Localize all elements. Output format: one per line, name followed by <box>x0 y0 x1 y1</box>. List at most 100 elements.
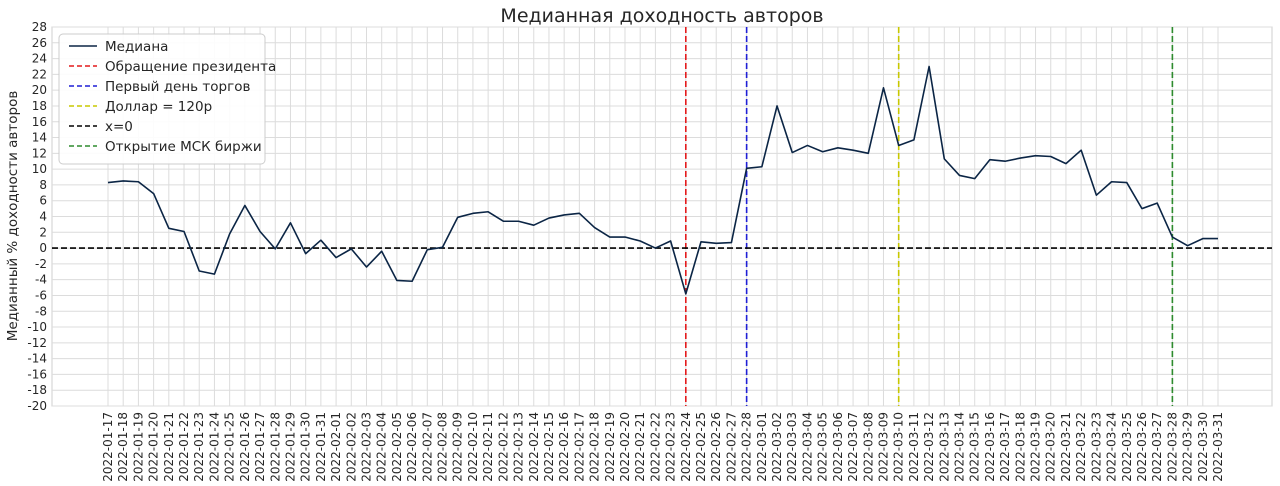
y-tick-label: 28 <box>32 20 47 34</box>
legend-box <box>58 33 266 165</box>
y-tick-label: -14 <box>27 352 47 366</box>
y-tick-label: -8 <box>35 304 47 318</box>
x-tick-label: 2022-02-24 <box>679 412 693 482</box>
x-tick-label: 2022-02-18 <box>588 412 602 482</box>
x-tick-label: 2022-01-19 <box>131 412 145 482</box>
y-tick-label: 6 <box>39 194 47 208</box>
x-tick-label: 2022-01-24 <box>207 412 221 482</box>
y-tick-label: -12 <box>27 336 47 350</box>
x-tick-label: 2022-03-04 <box>800 412 814 482</box>
series-layer <box>107 65 1218 295</box>
x-tick-label: 2022-02-10 <box>466 412 480 482</box>
y-tick-label: 14 <box>32 131 47 145</box>
x-tick-label: 2022-02-16 <box>557 412 571 482</box>
x-tick-label: 2022-03-07 <box>846 412 860 482</box>
x-tick-label: 2022-02-28 <box>740 412 754 482</box>
x-tick-label: 2022-03-22 <box>1074 412 1088 482</box>
y-tick-label: -6 <box>35 288 47 302</box>
x-tick-label: 2022-03-28 <box>1165 412 1179 482</box>
x-tick-label: 2022-02-11 <box>481 412 495 482</box>
x-tick-label: 2022-03-30 <box>1196 412 1210 482</box>
x-tick-label: 2022-01-30 <box>299 412 313 482</box>
x-tick-label: 2022-02-27 <box>724 412 738 482</box>
legend-label: Первый день торгов <box>105 79 250 95</box>
y-tick-label: -10 <box>27 320 47 334</box>
x-tick-labels: 2022-01-17 2022-01-18 2022-01-19 2022-01-20… <box>101 412 1225 482</box>
y-axis-label: Медианный % доходности авторов <box>5 91 21 342</box>
x-tick-label: 2022-01-26 <box>238 412 252 482</box>
x-tick-label: 2022-03-10 <box>892 412 906 482</box>
series-line <box>107 65 1218 295</box>
x-tick-label: 2022-02-19 <box>603 412 617 482</box>
legend-label: Открытие МСК биржи <box>105 139 262 155</box>
legend-label: Доллар = 120р <box>105 99 212 115</box>
x-tick-label: 2022-02-21 <box>633 412 647 482</box>
reference-lines <box>52 27 1272 406</box>
x-tick-label: 2022-02-07 <box>420 412 434 482</box>
x-tick-label: 2022-01-21 <box>162 412 176 482</box>
legend-label: Обращение президента <box>105 59 276 75</box>
y-tick-label: -16 <box>27 367 47 381</box>
x-tick-label: 2022-02-14 <box>527 412 541 482</box>
x-tick-label: 2022-03-24 <box>1105 412 1119 482</box>
x-tick-label: 2022-03-31 <box>1211 412 1225 482</box>
y-tick-label: -2 <box>35 257 47 271</box>
x-tick-label: 2022-02-17 <box>572 412 586 482</box>
x-tick-label: 2022-03-25 <box>1120 412 1134 482</box>
x-tick-label: 2022-02-08 <box>436 412 450 482</box>
x-tick-label: 2022-03-13 <box>937 412 951 482</box>
y-tick-label: 24 <box>32 52 47 66</box>
x-tick-label: 2022-02-03 <box>359 412 373 482</box>
x-tick-label: 2022-03-01 <box>755 412 769 482</box>
x-tick-label: 2022-03-06 <box>831 412 845 482</box>
y-tick-label: 26 <box>32 36 47 50</box>
x-tick-label: 2022-02-26 <box>709 412 723 482</box>
legend-label: Медиана <box>105 39 168 55</box>
y-tick-label: 10 <box>32 162 47 176</box>
x-tick-label: 2022-01-25 <box>223 412 237 482</box>
x-tick-label: 2022-03-12 <box>922 412 936 482</box>
y-tick-label: -4 <box>35 273 47 287</box>
x-tick-label: 2022-03-27 <box>1150 412 1164 482</box>
y-tick-label: 12 <box>32 146 47 160</box>
legend-label: x=0 <box>105 119 133 135</box>
x-tick-label: 2022-02-09 <box>451 412 465 482</box>
x-tick-label: 2022-03-16 <box>983 412 997 482</box>
y-tick-labels: 2826242220181614121086420-2-4-6-8-10-12-… <box>27 20 47 413</box>
x-tick-label: 2022-01-20 <box>147 412 161 482</box>
x-tick-label: 2022-03-26 <box>1135 412 1149 482</box>
x-tick-label: 2022-01-27 <box>253 412 267 482</box>
x-tick-label: 2022-03-15 <box>968 412 982 482</box>
x-tick-label: 2022-03-20 <box>1044 412 1058 482</box>
x-tick-label: 2022-03-05 <box>816 412 830 482</box>
x-tick-label: 2022-02-22 <box>648 412 662 482</box>
x-tick-label: 2022-03-21 <box>1059 412 1073 482</box>
x-tick-label: 2022-02-23 <box>664 412 678 482</box>
x-tick-label: 2022-02-25 <box>694 412 708 482</box>
y-tick-label: 22 <box>32 67 47 81</box>
x-tick-label: 2022-03-18 <box>1013 412 1027 482</box>
y-tick-label: 16 <box>32 115 47 129</box>
x-tick-label: 2022-03-08 <box>861 412 875 482</box>
x-tick-label: 2022-02-13 <box>512 412 526 482</box>
x-tick-label: 2022-01-31 <box>314 412 328 482</box>
y-tick-label: 20 <box>32 83 47 97</box>
x-tick-label: 2022-03-03 <box>785 412 799 482</box>
y-tick-label: 0 <box>39 241 47 255</box>
y-tick-label: -20 <box>27 399 47 413</box>
y-tick-label: 8 <box>39 178 47 192</box>
x-tick-label: 2022-01-17 <box>101 412 115 482</box>
y-tick-label: 2 <box>39 225 47 239</box>
legend: Медиана Обращение президента Первый день т… <box>58 33 276 165</box>
x-tick-label: 2022-01-23 <box>192 412 206 482</box>
x-tick-label: 2022-02-20 <box>618 412 632 482</box>
x-tick-label: 2022-02-06 <box>405 412 419 482</box>
x-tick-label: 2022-02-04 <box>375 412 389 482</box>
x-tick-label: 2022-02-05 <box>390 412 404 482</box>
chart-title: Медианная доходность авторов <box>500 5 823 27</box>
y-tick-label: -18 <box>27 383 47 397</box>
x-tick-label: 2022-03-11 <box>907 412 921 482</box>
x-tick-label: 2022-01-28 <box>268 412 282 482</box>
x-tick-label: 2022-03-09 <box>876 412 890 482</box>
